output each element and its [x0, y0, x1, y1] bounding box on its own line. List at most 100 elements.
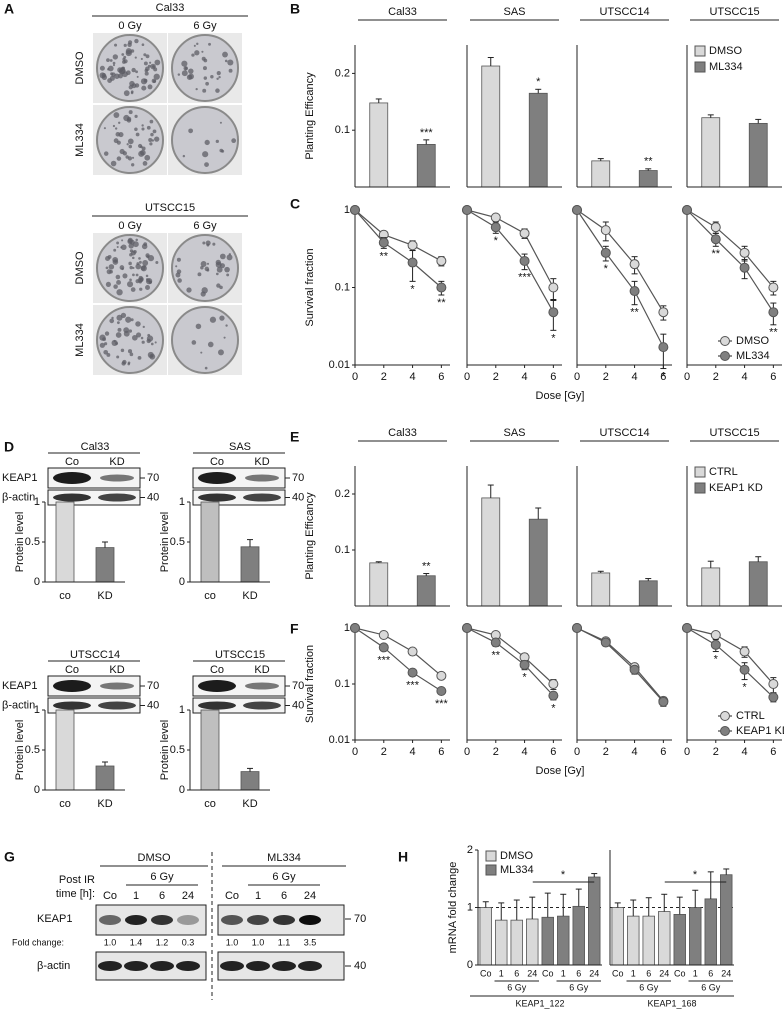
lane-label: KD: [109, 664, 124, 676]
band: [273, 915, 295, 925]
colony: [132, 266, 135, 270]
colony: [116, 156, 122, 161]
legend-label: ML334: [736, 350, 770, 362]
x-tick-label: 24: [721, 968, 731, 978]
band: [98, 961, 122, 971]
colony: [113, 284, 118, 289]
legend-label: DMSO: [709, 45, 742, 57]
point: [350, 205, 360, 215]
bar: [588, 876, 601, 966]
bar: [200, 501, 220, 583]
colony: [223, 336, 226, 339]
point: [548, 282, 559, 293]
colony: [150, 132, 154, 137]
significance: ***: [406, 679, 420, 691]
dose-label: 6 Gy: [272, 871, 296, 883]
y-axis-label: Protein level: [14, 512, 26, 573]
band: [299, 915, 321, 925]
band: [99, 915, 121, 925]
x-tick-label: 4: [410, 371, 416, 383]
colony: [121, 239, 124, 242]
x-tick-label: 2: [493, 371, 499, 383]
colony: [153, 73, 160, 80]
x-tick-label: 1: [561, 968, 566, 978]
y-tick-label: 1: [34, 496, 40, 508]
band: [98, 493, 136, 502]
column-label: 6 Gy: [193, 220, 217, 232]
colony: [137, 356, 142, 360]
colony: [152, 129, 157, 134]
x-tick-label: 2: [713, 371, 719, 383]
panel-label: B: [290, 1, 300, 17]
point: [739, 664, 750, 675]
point: [548, 679, 559, 689]
colony: [130, 91, 134, 95]
marker-label: 40: [147, 491, 159, 503]
marker-label: 70: [147, 472, 159, 484]
colony: [125, 48, 132, 55]
point: [739, 262, 750, 273]
colony: [206, 262, 210, 265]
colony: [207, 341, 214, 348]
panel-label: D: [4, 439, 14, 455]
colony: [175, 265, 178, 268]
point: [519, 255, 530, 266]
point: [350, 623, 360, 633]
legend-swatch: [694, 61, 706, 73]
colony: [205, 240, 211, 246]
colony: [181, 60, 188, 67]
colony: [116, 321, 120, 325]
row-label: KEAP1: [2, 472, 37, 484]
colony: [129, 80, 135, 87]
colony: [145, 285, 150, 290]
point: [768, 282, 779, 293]
x-axis-label: KEAP1_168: [647, 998, 696, 1008]
colony: [112, 54, 119, 60]
significance: *: [410, 283, 415, 295]
colony: [115, 332, 122, 338]
significance: **: [492, 649, 501, 661]
point: [378, 629, 389, 640]
band: [198, 701, 236, 710]
colony: [101, 74, 108, 80]
colony: [123, 330, 130, 337]
colony: [142, 325, 145, 329]
marker-label: 40: [292, 491, 304, 503]
colony: [134, 114, 138, 118]
y-axis-label: Protein level: [159, 720, 171, 781]
band: [247, 915, 269, 925]
colony: [143, 78, 148, 83]
significance: *: [551, 703, 556, 715]
x-tick-label: 6: [708, 968, 713, 978]
colony: [113, 340, 116, 343]
lane-label: Co: [225, 890, 239, 902]
marker-label: 40: [147, 699, 159, 711]
point: [378, 237, 389, 248]
colony: [152, 65, 155, 68]
bar: [572, 905, 585, 966]
chart-title: UTSCC14: [599, 6, 649, 18]
series-line: [686, 209, 774, 288]
y-tick-label: 0: [179, 784, 185, 796]
marker-label: 40: [354, 960, 366, 972]
x-axis-label: KEAP1_122: [515, 998, 564, 1008]
bar: [611, 907, 624, 966]
point: [490, 222, 501, 233]
legend-swatch: [485, 864, 497, 876]
y-tick-label: 0.5: [170, 744, 185, 756]
dose-label: 6 Gy: [150, 871, 174, 883]
colony: [203, 76, 208, 80]
point: [519, 228, 530, 239]
colony: [122, 60, 126, 64]
colony: [125, 316, 132, 323]
x-tick-label: 2: [493, 746, 499, 758]
band: [53, 493, 91, 502]
colony: [129, 249, 134, 253]
colony: [216, 283, 221, 288]
colony: [130, 318, 134, 322]
band: [53, 701, 91, 710]
y-axis-label: Survival fraction: [304, 645, 316, 723]
colony: [116, 245, 119, 249]
colony: [132, 273, 135, 277]
point: [490, 637, 501, 648]
